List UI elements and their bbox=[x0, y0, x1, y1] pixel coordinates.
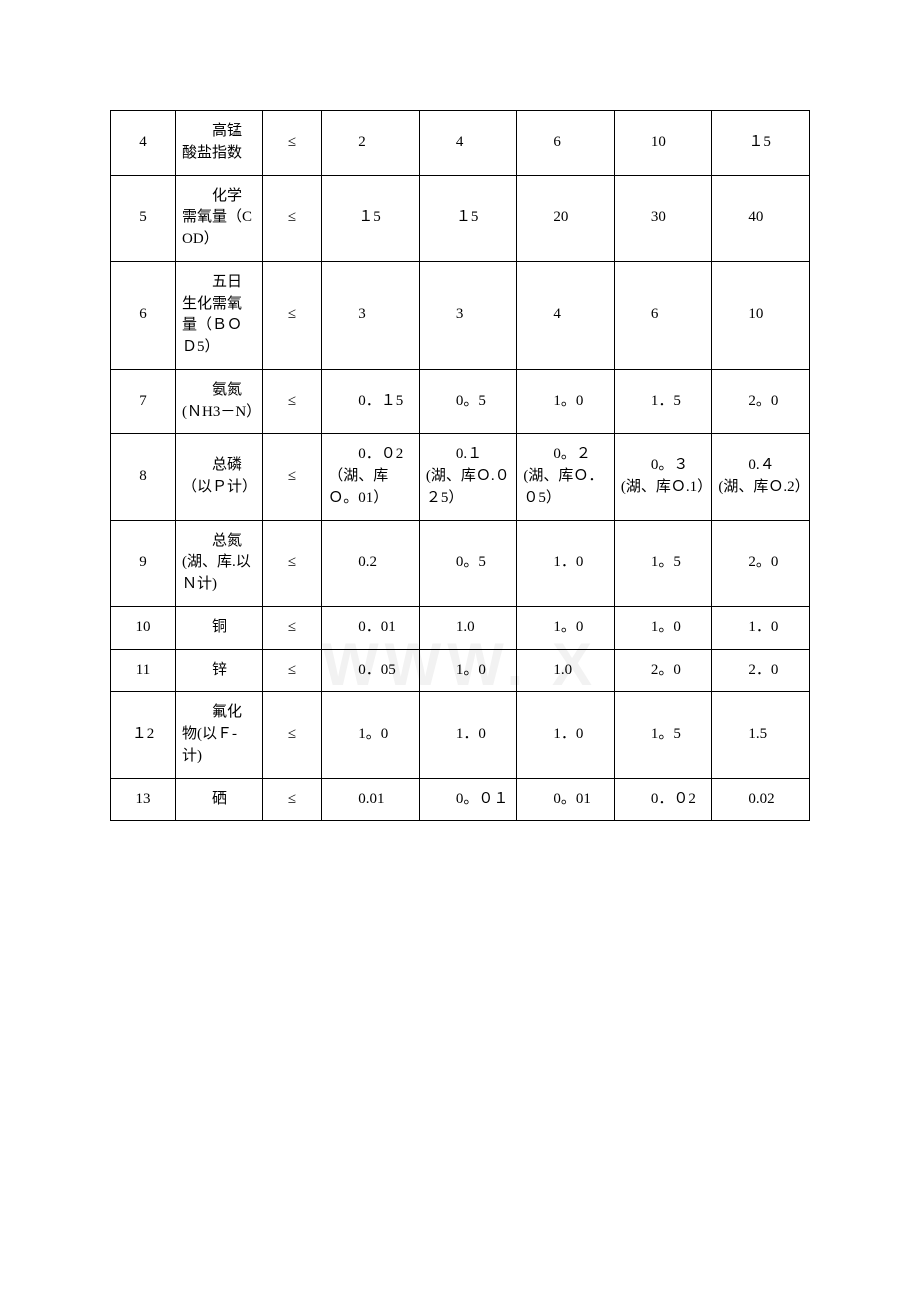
table-row: 10铜≤0．011.01。01。01．0 bbox=[111, 606, 810, 649]
table-body: 4高锰酸盐指数≤24610１55化学需氧量（COD）≤１5１52030406五日… bbox=[111, 111, 810, 821]
parameter-name-cell: 铜 bbox=[176, 606, 263, 649]
value-class-5-cell: 40 bbox=[712, 175, 810, 261]
parameter-name-cell: 锌 bbox=[176, 649, 263, 692]
value-class-2-cell: 1.0 bbox=[419, 606, 517, 649]
row-number-cell: 9 bbox=[111, 520, 176, 606]
value-class-3-cell: 0。01 bbox=[517, 778, 615, 821]
value-class-4-cell: 1。5 bbox=[614, 692, 712, 778]
value-class-2-cell: 4 bbox=[419, 111, 517, 176]
value-class-1-cell: 0.01 bbox=[322, 778, 420, 821]
row-number-cell: 10 bbox=[111, 606, 176, 649]
value-class-5-cell: 0.02 bbox=[712, 778, 810, 821]
operator-cell: ≤ bbox=[262, 649, 322, 692]
row-number-cell: 6 bbox=[111, 261, 176, 369]
row-number-cell: 8 bbox=[111, 434, 176, 520]
value-class-5-cell: １5 bbox=[712, 111, 810, 176]
table-row: 5化学需氧量（COD）≤１5１5203040 bbox=[111, 175, 810, 261]
value-class-4-cell: 10 bbox=[614, 111, 712, 176]
value-class-5-cell: 10 bbox=[712, 261, 810, 369]
parameter-name-cell: 高锰酸盐指数 bbox=[176, 111, 263, 176]
row-number-cell: 5 bbox=[111, 175, 176, 261]
parameter-name-cell: 总氮(湖、库.以Ｎ计) bbox=[176, 520, 263, 606]
value-class-2-cell: 0。０１ bbox=[419, 778, 517, 821]
value-class-2-cell: 0。5 bbox=[419, 369, 517, 434]
table-row: 4高锰酸盐指数≤24610１5 bbox=[111, 111, 810, 176]
value-class-3-cell: 4 bbox=[517, 261, 615, 369]
value-class-4-cell: 1。5 bbox=[614, 520, 712, 606]
operator-cell: ≤ bbox=[262, 175, 322, 261]
table-row: 9总氮(湖、库.以Ｎ计)≤0.20。51．01。52。0 bbox=[111, 520, 810, 606]
operator-cell: ≤ bbox=[262, 434, 322, 520]
row-number-cell: １2 bbox=[111, 692, 176, 778]
value-class-2-cell: 0.１(湖、库Ｏ.０２5） bbox=[419, 434, 517, 520]
value-class-1-cell: 2 bbox=[322, 111, 420, 176]
value-class-1-cell: 0．01 bbox=[322, 606, 420, 649]
value-class-4-cell: 0．０2 bbox=[614, 778, 712, 821]
value-class-1-cell: １5 bbox=[322, 175, 420, 261]
value-class-5-cell: 2．0 bbox=[712, 649, 810, 692]
row-number-cell: 11 bbox=[111, 649, 176, 692]
value-class-3-cell: 20 bbox=[517, 175, 615, 261]
value-class-2-cell: １5 bbox=[419, 175, 517, 261]
value-class-1-cell: 3 bbox=[322, 261, 420, 369]
operator-cell: ≤ bbox=[262, 111, 322, 176]
value-class-3-cell: 1。0 bbox=[517, 606, 615, 649]
water-quality-standards-table: 4高锰酸盐指数≤24610１55化学需氧量（COD）≤１5１52030406五日… bbox=[110, 110, 810, 821]
value-class-4-cell: 30 bbox=[614, 175, 712, 261]
parameter-name-cell: 总磷（以Ｐ计） bbox=[176, 434, 263, 520]
value-class-2-cell: 3 bbox=[419, 261, 517, 369]
value-class-1-cell: 1。0 bbox=[322, 692, 420, 778]
value-class-5-cell: 2。0 bbox=[712, 369, 810, 434]
operator-cell: ≤ bbox=[262, 369, 322, 434]
table-row: 11锌≤0．051。01.02。02．0 bbox=[111, 649, 810, 692]
value-class-2-cell: 1。0 bbox=[419, 649, 517, 692]
row-number-cell: 13 bbox=[111, 778, 176, 821]
operator-cell: ≤ bbox=[262, 520, 322, 606]
value-class-2-cell: 0。5 bbox=[419, 520, 517, 606]
operator-cell: ≤ bbox=[262, 778, 322, 821]
table-row: 7氨氮(ＮH3－N）≤0．１50。51。01．52。0 bbox=[111, 369, 810, 434]
value-class-4-cell: 1．5 bbox=[614, 369, 712, 434]
value-class-5-cell: 0.４ (湖、库Ｏ.2） bbox=[712, 434, 810, 520]
parameter-name-cell: 化学需氧量（COD） bbox=[176, 175, 263, 261]
value-class-2-cell: 1．0 bbox=[419, 692, 517, 778]
value-class-4-cell: 0。３(湖、库Ｏ.1） bbox=[614, 434, 712, 520]
parameter-name-cell: 五日生化需氧量（ＢＯＤ5） bbox=[176, 261, 263, 369]
value-class-1-cell: 0．１5 bbox=[322, 369, 420, 434]
value-class-3-cell: 1.0 bbox=[517, 649, 615, 692]
operator-cell: ≤ bbox=[262, 261, 322, 369]
row-number-cell: 4 bbox=[111, 111, 176, 176]
value-class-5-cell: 1.5 bbox=[712, 692, 810, 778]
operator-cell: ≤ bbox=[262, 692, 322, 778]
table-row: 13硒≤0.010。０１0。010．０20.02 bbox=[111, 778, 810, 821]
parameter-name-cell: 氨氮(ＮH3－N） bbox=[176, 369, 263, 434]
value-class-1-cell: 0.2 bbox=[322, 520, 420, 606]
table-row: 8总磷（以Ｐ计）≤0．０2（湖、库Ｏ。01）0.１(湖、库Ｏ.０２5）0。２(湖… bbox=[111, 434, 810, 520]
value-class-1-cell: 0．05 bbox=[322, 649, 420, 692]
value-class-5-cell: 2。0 bbox=[712, 520, 810, 606]
row-number-cell: 7 bbox=[111, 369, 176, 434]
parameter-name-cell: 硒 bbox=[176, 778, 263, 821]
value-class-4-cell: 1。0 bbox=[614, 606, 712, 649]
operator-cell: ≤ bbox=[262, 606, 322, 649]
value-class-3-cell: 1．0 bbox=[517, 692, 615, 778]
parameter-name-cell: 氟化物(以Ｆ-计) bbox=[176, 692, 263, 778]
table-row: 6五日生化需氧量（ＢＯＤ5）≤334610 bbox=[111, 261, 810, 369]
value-class-1-cell: 0．０2（湖、库Ｏ。01） bbox=[322, 434, 420, 520]
value-class-5-cell: 1．0 bbox=[712, 606, 810, 649]
value-class-3-cell: 1．0 bbox=[517, 520, 615, 606]
value-class-3-cell: 0。２(湖、库Ｏ．０5） bbox=[517, 434, 615, 520]
value-class-3-cell: 6 bbox=[517, 111, 615, 176]
table-row: １2氟化物(以Ｆ-计)≤1。01．01．01。51.5 bbox=[111, 692, 810, 778]
value-class-3-cell: 1。0 bbox=[517, 369, 615, 434]
value-class-4-cell: 6 bbox=[614, 261, 712, 369]
value-class-4-cell: 2。0 bbox=[614, 649, 712, 692]
